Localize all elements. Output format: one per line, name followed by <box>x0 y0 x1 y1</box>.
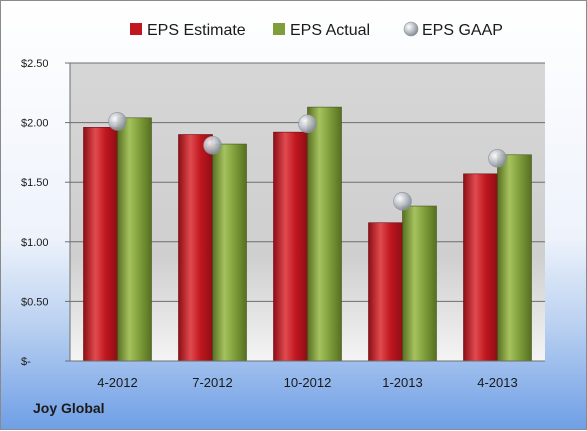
y-tick-label: $- <box>21 356 31 368</box>
legend-label: EPS GAAP <box>422 22 503 39</box>
legend-label: EPS Estimate <box>147 22 246 39</box>
company-label: Joy Global <box>33 400 105 416</box>
x-tick-label: 1-2013 <box>382 375 422 390</box>
marker-eps-gaap <box>393 191 412 211</box>
marker-eps-gaap <box>298 114 317 134</box>
marker-eps-gaap <box>108 112 127 131</box>
y-tick-label: $2.00 <box>21 118 49 130</box>
y-tick-label: $1.50 <box>21 177 49 189</box>
x-tick-label: 4-2013 <box>477 375 517 390</box>
x-tick-label: 7-2012 <box>192 375 232 390</box>
y-tick-label: $1.00 <box>21 237 49 249</box>
bar-eps-estimate <box>273 131 308 362</box>
bar-eps-actual <box>497 154 532 362</box>
bar-eps-estimate <box>368 222 403 362</box>
bar-eps-actual <box>402 205 437 362</box>
legend-swatch <box>130 23 142 35</box>
legend-swatch <box>273 23 285 35</box>
bar-eps-actual <box>117 117 152 362</box>
bar-eps-estimate <box>463 173 498 362</box>
x-tick-label: 10-2012 <box>284 375 332 390</box>
bar-eps-actual <box>307 106 342 362</box>
bar-eps-actual <box>212 143 247 362</box>
marker-eps-gaap <box>488 149 507 168</box>
bar-eps-estimate <box>83 127 118 362</box>
marker-eps-gaap <box>203 135 222 155</box>
y-tick-label: $0.50 <box>21 296 49 308</box>
legend-label: EPS Actual <box>290 22 370 39</box>
legend-swatch <box>403 21 419 37</box>
x-tick-label: 4-2012 <box>97 375 137 390</box>
y-tick-label: $2.50 <box>21 58 49 70</box>
bar-eps-estimate <box>178 134 213 362</box>
